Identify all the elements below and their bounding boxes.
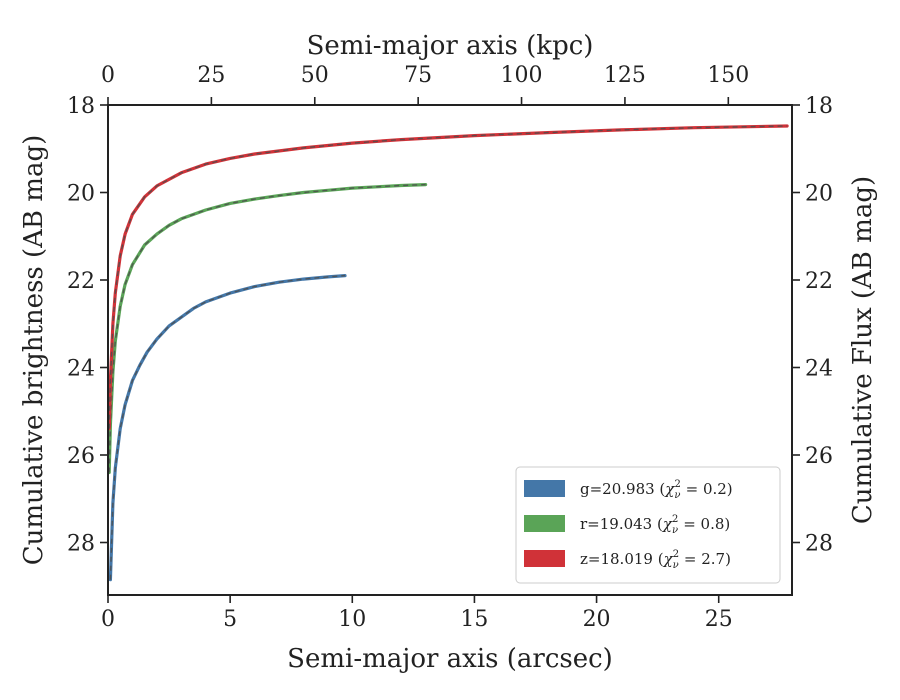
legend-label-z: z=18.019 (χν2 = 2.7) [580, 549, 731, 571]
x-tick-label: 0 [101, 607, 115, 632]
x2-tick-label: 25 [197, 63, 225, 88]
x-tick-label: 10 [338, 607, 366, 632]
y-tick-label: 20 [67, 182, 95, 207]
y2-tick-label: 22 [805, 269, 833, 294]
y-tick-label: 28 [67, 532, 95, 557]
x-tick-label: 25 [705, 607, 733, 632]
legend-label-r: r=19.043 (χν2 = 0.8) [580, 514, 730, 536]
y2-tick-label: 24 [805, 357, 833, 382]
legend-swatch-r [524, 515, 565, 532]
x2-tick-label: 125 [604, 63, 646, 88]
legend: g=20.983 (χν2 = 0.2) r=19.043 (χν2 = 0.8)… [515, 466, 781, 584]
model-fit-line-z [108, 125, 788, 429]
x2-axis-title: Semi-major axis (kpc) [307, 31, 594, 61]
y-tick-label: 26 [67, 444, 95, 469]
x-tick-label: 20 [583, 607, 611, 632]
y-tick-label: 22 [67, 269, 95, 294]
y2-axis-title: Cumulative Flux (AB mag) [848, 176, 878, 524]
x-axis-title: Semi-major axis (arcsec) [287, 644, 613, 674]
legend-swatch-g [524, 480, 565, 497]
y2-tick-label: 20 [805, 182, 833, 207]
model-fit-line-g [109, 274, 346, 580]
legend-swatch-z [524, 550, 565, 567]
y-tick-label: 24 [67, 357, 95, 382]
series-layer [107, 124, 789, 582]
legend-box [515, 466, 781, 584]
x2-tick-label: 150 [707, 63, 749, 88]
x2-tick-label: 0 [101, 63, 115, 88]
x2-tick-label: 100 [501, 63, 543, 88]
x-tick-label: 5 [223, 607, 237, 632]
plot-frame [107, 104, 793, 596]
y2-tick-label: 18 [805, 94, 833, 119]
legend-label-g: g=20.983 (χν2 = 0.2) [580, 479, 733, 501]
y-tick-label: 18 [67, 94, 95, 119]
y2-tick-label: 28 [805, 532, 833, 557]
x2-tick-label: 50 [301, 63, 329, 88]
y2-tick-label: 26 [805, 444, 833, 469]
x2-tick-label: 75 [404, 63, 432, 88]
ticks-layer: 0 5 10 15 20 25 0 25 50 75 100 125 150 18 18 20 20 22 22 24… [67, 63, 833, 632]
x-tick-label: 15 [460, 607, 488, 632]
model-fit-line-r [108, 183, 426, 473]
y-axis-title: Cumulative brightness (AB mag) [19, 135, 49, 566]
